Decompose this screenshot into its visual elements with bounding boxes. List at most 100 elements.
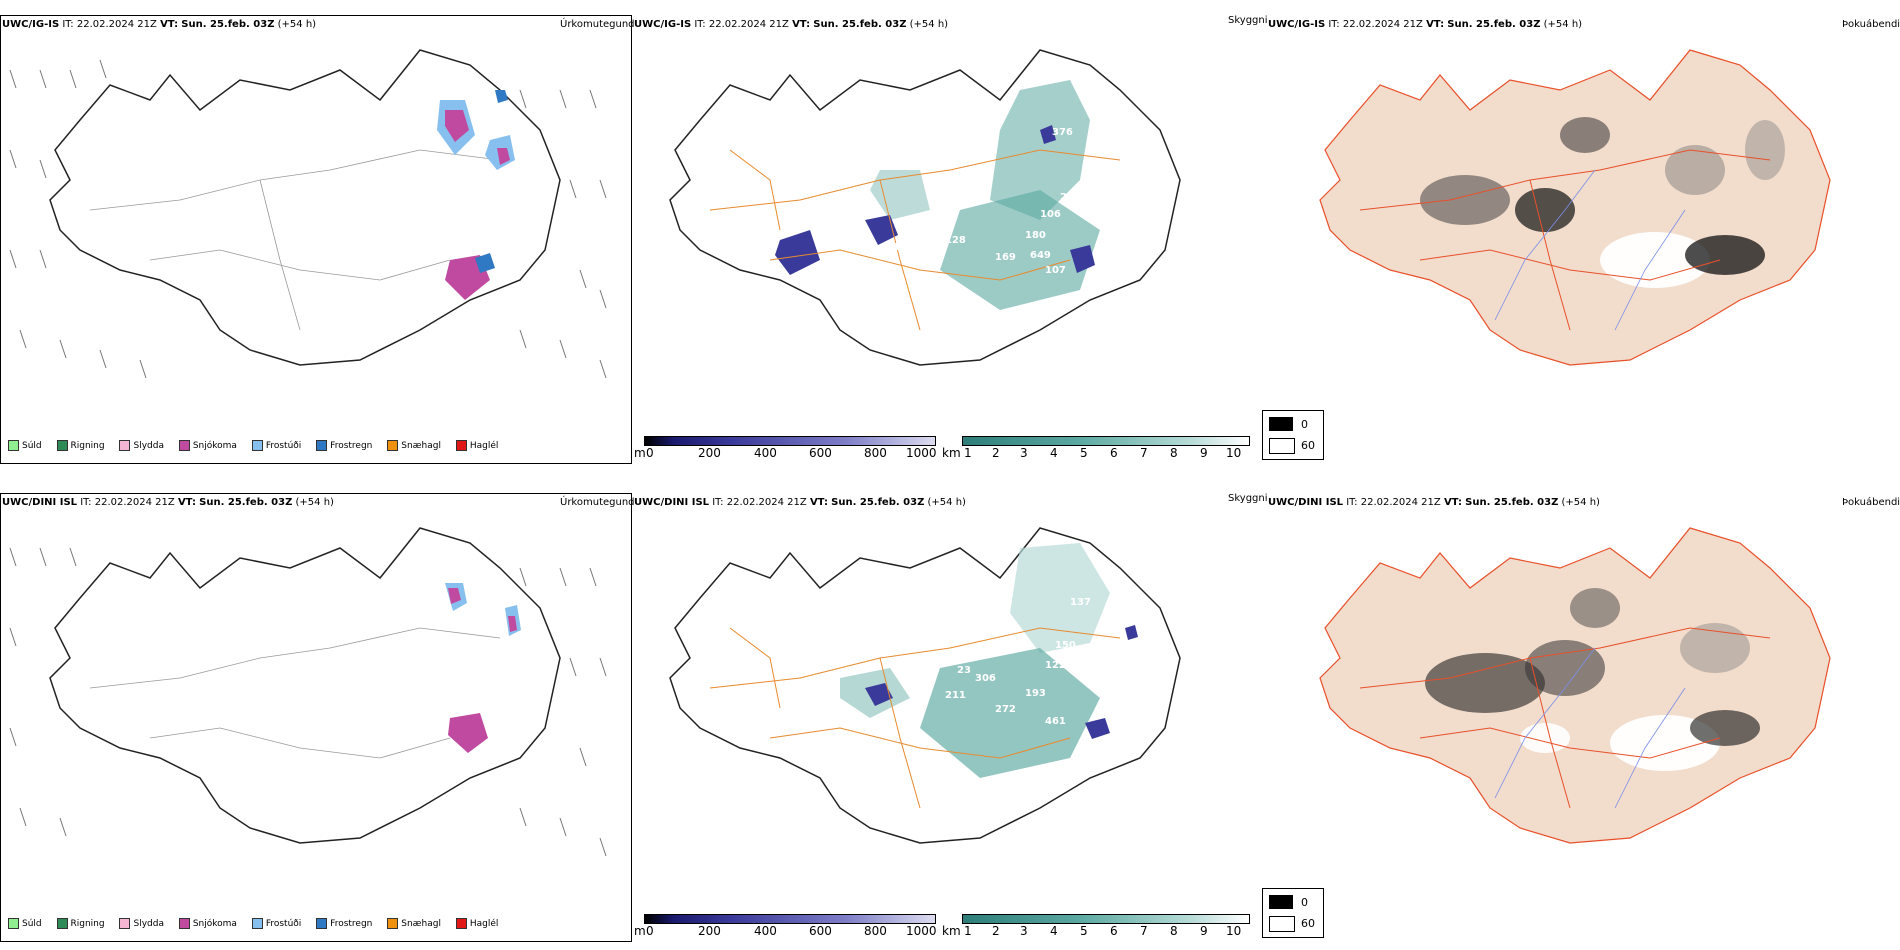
vis-label: 150 (1055, 640, 1076, 651)
wind-barbs (9, 59, 607, 379)
vt-value: Sun. 25.feb. 03Z (181, 19, 275, 30)
fog-swatch-black (1269, 417, 1293, 431)
precip-legend: Súld Rigning Slydda Snjókoma Frostúði Fr… (8, 440, 510, 451)
vis-label: 115 (893, 242, 914, 253)
legend-swatch (178, 918, 190, 929)
vis-label: 137 (1070, 597, 1091, 608)
precip-panel-frame (0, 493, 632, 942)
legend-item: Snæhagl (387, 440, 441, 451)
roads (89, 149, 501, 331)
legend-swatch (455, 440, 467, 451)
run-header-precip: UWC/IG-IS IT: 22.02.2024 21Z VT: Sun. 25… (2, 19, 316, 30)
legend-item: Snjókoma (178, 918, 237, 929)
visibility-labels: 137 38 150 122 23 306 211 193 272 461 15… (945, 597, 1139, 727)
fog-map (1319, 527, 1831, 844)
roads (709, 149, 1121, 331)
run-header-precip: UWC/DINI ISL IT: 22.02.2024 21Z VT: Sun.… (2, 497, 334, 508)
row-2: UWC/DINI ISL IT: 22.02.2024 21Z VT: Sun.… (0, 478, 1900, 948)
fog-shading (1420, 117, 1785, 288)
height-gradient (644, 436, 936, 446)
vis-label: 376 (1052, 127, 1073, 138)
it-value: 22.02.2024 21Z (76, 19, 157, 30)
rivers (1494, 647, 1686, 809)
km-colorbar: km 1 2 3 4 5 6 7 8 9 10 (942, 914, 1250, 944)
forecast-offset: (+54 h) (277, 19, 317, 30)
iceland-coastline (49, 49, 561, 366)
vis-label: 114 (1115, 265, 1136, 276)
legend-swatch (56, 440, 68, 451)
run-header-cloud: UWC/DINI ISL IT: 22.02.2024 21Z VT: Sun.… (634, 497, 966, 508)
vis-label: 107 (1045, 265, 1066, 276)
height-gradient (644, 914, 936, 924)
legend-swatch (178, 440, 190, 451)
precip-areas (437, 90, 515, 300)
vis-label: 180 (1025, 230, 1046, 241)
panel-title-precip: Úrkomutegund (560, 19, 635, 30)
vis-label: 15 (1110, 242, 1124, 253)
legend-item: Súld (8, 918, 42, 929)
km-gradient (962, 914, 1250, 924)
legend-item: Frostregn (316, 440, 372, 451)
vis-label: 29 (1060, 192, 1074, 203)
vis-label: 158 (1107, 716, 1128, 727)
run-header-cloud: UWC/IG-IS IT: 22.02.2024 21Z VT: Sun. 25… (634, 19, 949, 30)
roads (89, 627, 501, 759)
legend-item: Slydda (119, 918, 164, 929)
cloud-map: 376 268 29 106 180 128 115 147 169 649 1… (669, 49, 1181, 366)
legend-item: Frostúði (251, 918, 301, 929)
precip-panel-frame (0, 15, 632, 464)
precip-legend: Súld Rigning Slydda Snjókoma Frostúði Fr… (8, 918, 510, 929)
it-label: IT: (62, 19, 74, 30)
vis-label: 461 (1045, 716, 1066, 727)
height-unit: m (634, 446, 646, 460)
panel-title-cloud: Skyggni (1228, 15, 1268, 26)
fog-index-legend: 0 60 (1262, 410, 1324, 460)
legend-item: Rigning (56, 918, 105, 929)
vis-label: 122 (1045, 660, 1066, 671)
km-unit: km (942, 446, 961, 460)
legend-item: Haglél (455, 440, 498, 451)
vis-label: 272 (995, 704, 1016, 715)
panel-title-fog: Þokuábendi (1842, 497, 1900, 508)
legend-item: Snjókoma (178, 440, 237, 451)
legend-item: Snæhagl (387, 918, 441, 929)
legend-item: Frostúði (251, 440, 301, 451)
low-visibility-areas (865, 625, 1138, 739)
legend-swatch (387, 440, 399, 451)
vis-label: 211 (945, 690, 966, 701)
roads (1359, 627, 1771, 809)
panel-title-fog: Þokuábendi (1842, 19, 1900, 30)
row-1: UWC/IG-IS IT: 22.02.2024 21Z VT: Sun. 25… (0, 0, 1900, 470)
run-header-fog: UWC/DINI ISL IT: 22.02.2024 21Z VT: Sun.… (1268, 497, 1600, 508)
precip-map (9, 527, 607, 857)
km-colorbar: km 1 2 3 4 5 6 7 8 9 10 (942, 436, 1250, 466)
height-colorbar: m 0 200 400 600 800 1000 (634, 914, 937, 944)
fog-swatch-white (1269, 438, 1295, 454)
vis-label: 23 (957, 665, 971, 676)
height-colorbar: m 0 200 400 600 800 1000 (634, 436, 937, 466)
precip-areas (445, 583, 521, 753)
legend-swatch (251, 918, 263, 929)
rivers (1494, 169, 1686, 331)
vis-label: 128 (945, 235, 966, 246)
fog-swatch-black (1269, 895, 1293, 909)
fog-index-legend: 0 60 (1262, 888, 1324, 938)
fog-swatch-white (1269, 916, 1295, 932)
cloud-fields (870, 80, 1100, 310)
legend-swatch (455, 918, 467, 929)
roads (709, 627, 1121, 809)
vis-label: 268 (1096, 187, 1117, 198)
legend-swatch (119, 440, 131, 451)
vis-label: 649 (1030, 250, 1051, 261)
legend-swatch (387, 918, 399, 929)
legend-item: Rigning (56, 440, 105, 451)
cloud-map: 137 38 150 122 23 306 211 193 272 461 15… (669, 527, 1181, 844)
fog-map (1319, 49, 1831, 366)
legend-swatch (251, 440, 263, 451)
legend-swatch (316, 918, 328, 929)
fog-shading (1425, 588, 1760, 771)
vis-label: 38 (1125, 612, 1139, 623)
roads (1359, 149, 1771, 331)
legend-item: Slydda (119, 440, 164, 451)
vis-label: 106 (1040, 209, 1061, 220)
